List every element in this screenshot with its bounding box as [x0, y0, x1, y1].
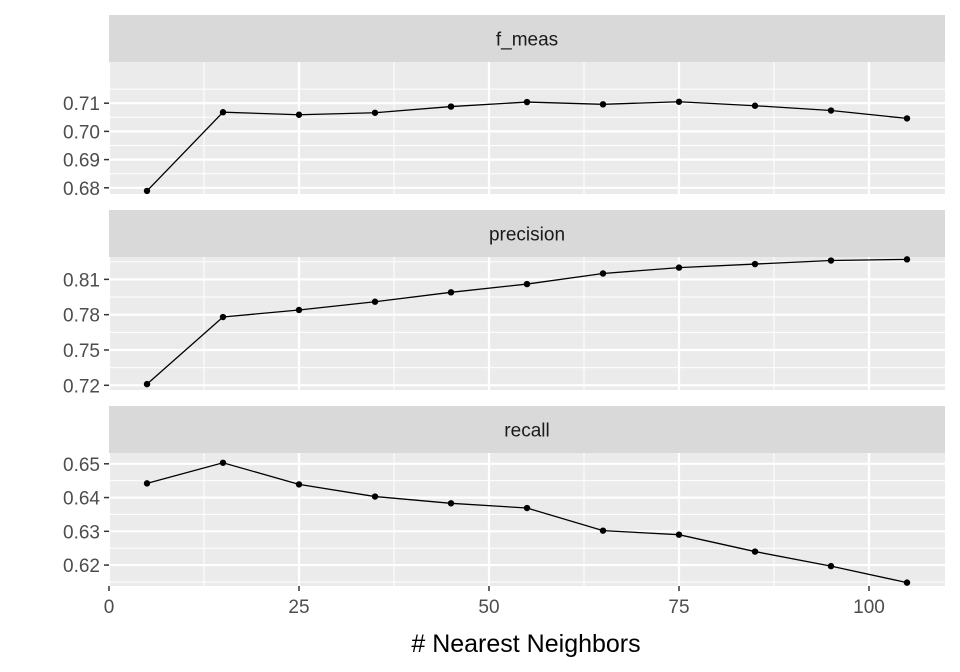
data-point — [599, 101, 607, 108]
data-point — [295, 111, 303, 118]
x-tick-label: 75 — [668, 597, 689, 618]
x-axis: 0 25 50 75 100 — [104, 586, 885, 618]
data-point — [143, 480, 151, 487]
data-point — [827, 257, 835, 264]
data-point — [371, 493, 379, 500]
y-tick-label: 0.72 — [63, 376, 100, 397]
data-point — [295, 481, 303, 488]
x-tick-label: 25 — [288, 597, 309, 618]
data-point — [219, 109, 227, 116]
facet-strip-background — [109, 15, 945, 62]
data-point — [675, 98, 683, 105]
x-axis-title: # Nearest Neighbors — [411, 630, 640, 658]
y-tick-label: 0.75 — [63, 341, 100, 362]
y-tick-label: 0.81 — [63, 270, 100, 291]
y-tick-label: 0.63 — [63, 522, 100, 543]
y-tick-label: 0.71 — [63, 94, 100, 115]
panel-background — [109, 62, 945, 194]
data-point — [751, 102, 759, 109]
data-point — [903, 115, 911, 122]
data-point — [371, 298, 379, 305]
data-point — [523, 504, 531, 512]
data-point — [447, 289, 455, 296]
x-tick-label: 100 — [853, 597, 885, 618]
y-tick-label: 0.68 — [63, 179, 100, 200]
x-tick-label: 50 — [478, 597, 499, 618]
y-tick-label: 0.65 — [63, 455, 100, 476]
y-tick-label: 0.62 — [63, 556, 100, 577]
data-point — [903, 256, 911, 263]
x-tick-label: 0 — [104, 597, 115, 618]
data-point — [827, 107, 835, 114]
facet-panel-recall: recall 0.62 0.63 0.64 0.65 — [63, 406, 945, 586]
y-tick-label: 0.70 — [63, 122, 100, 143]
data-point — [143, 187, 151, 195]
data-point — [371, 109, 379, 116]
facet-panel-f-meas: f_meas 0.68 0.69 0.70 0.71 — [63, 15, 945, 200]
data-point — [523, 280, 531, 288]
data-point — [295, 306, 303, 314]
y-tick-label: 0.69 — [63, 151, 100, 172]
data-point — [827, 562, 835, 570]
facet-strip-label: precision — [489, 225, 565, 246]
panel-background — [109, 453, 945, 586]
data-point — [599, 270, 607, 277]
data-point — [675, 264, 683, 271]
facet-strip-background — [109, 406, 945, 453]
data-point — [751, 260, 759, 268]
y-tick-label: 0.78 — [63, 306, 100, 327]
panel-background — [109, 257, 945, 390]
data-point — [219, 459, 227, 466]
facet-strip-label: recall — [504, 421, 549, 442]
data-point — [599, 527, 607, 534]
data-point — [903, 579, 911, 586]
facet-panel-precision: precision 0.72 0.75 0.78 0.81 — [63, 210, 945, 397]
facet-strip-label: f_meas — [496, 30, 558, 51]
facet-strip-background — [109, 210, 945, 257]
data-point — [447, 103, 455, 110]
data-point — [675, 531, 683, 538]
y-tick-label: 0.64 — [63, 489, 100, 510]
data-point — [447, 500, 455, 507]
data-point — [751, 548, 759, 555]
data-point — [143, 380, 151, 388]
data-point — [219, 313, 227, 321]
data-point — [523, 98, 531, 106]
